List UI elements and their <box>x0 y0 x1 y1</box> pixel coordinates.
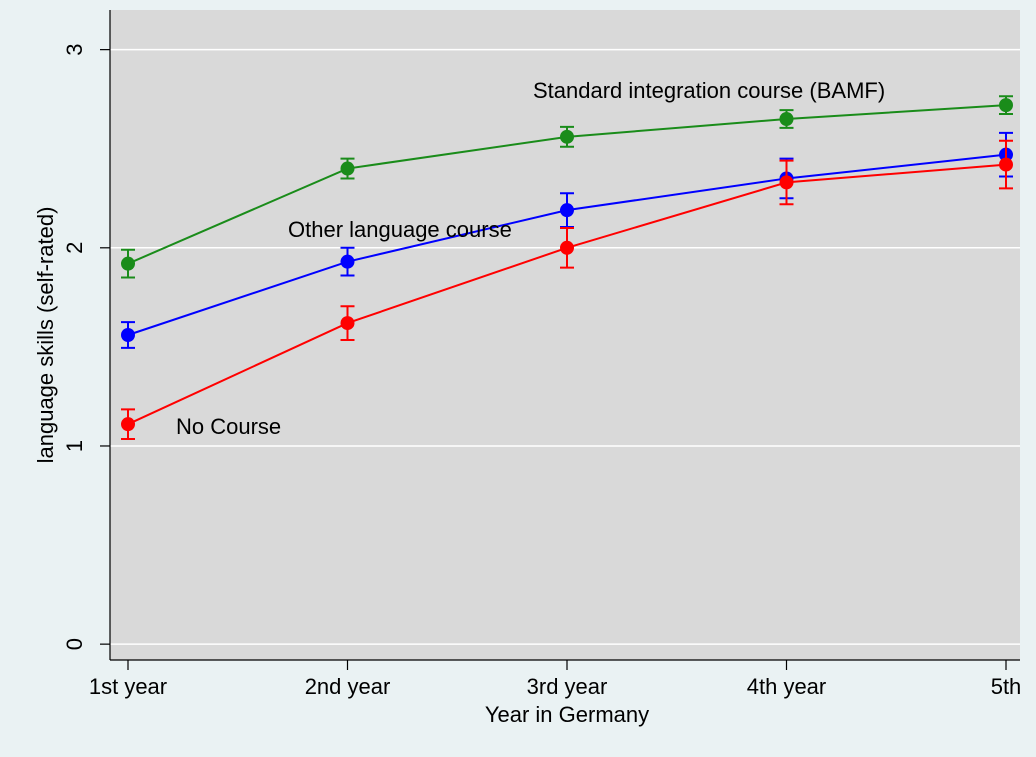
y-tick-label: 1 <box>62 440 87 452</box>
y-tick-label: 0 <box>62 638 87 650</box>
x-tick-label: 4th year <box>747 674 827 699</box>
marker <box>340 161 355 176</box>
marker <box>560 240 574 255</box>
marker <box>560 129 574 144</box>
marker <box>560 203 574 218</box>
x-axis-title: Year in Germany <box>485 702 649 727</box>
marker <box>779 111 794 126</box>
y-tick-label: 2 <box>62 242 87 254</box>
y-tick-label: 3 <box>62 44 87 56</box>
marker <box>999 98 1013 113</box>
marker <box>121 328 135 342</box>
plot-area <box>110 10 1020 660</box>
y-axis-title: language skills (self-rated) <box>33 207 58 464</box>
x-tick-label: 1st year <box>89 674 167 699</box>
series-label: No Course <box>176 414 281 439</box>
marker <box>999 157 1013 172</box>
marker <box>779 175 794 190</box>
marker <box>340 316 355 331</box>
x-tick-label: 5th <box>991 674 1022 699</box>
x-tick-label: 3rd year <box>527 674 608 699</box>
x-tick-label: 2nd year <box>305 674 391 699</box>
marker <box>121 417 135 432</box>
marker <box>340 254 355 269</box>
series-label: Standard integration course (BAMF) <box>533 78 885 103</box>
marker <box>121 256 135 271</box>
series-label: Other language course <box>288 217 512 242</box>
